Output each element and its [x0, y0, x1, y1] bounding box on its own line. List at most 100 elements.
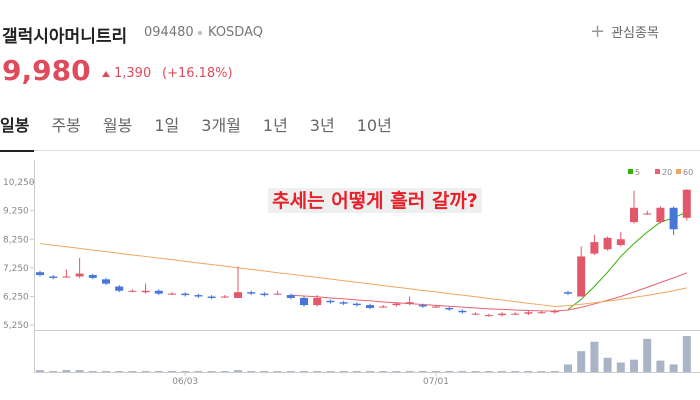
- candle-body: [392, 303, 401, 306]
- watch-label: 관심종목: [611, 26, 659, 41]
- candle-body: [379, 306, 388, 308]
- legend-swatch: [655, 169, 660, 174]
- volume-bar: [326, 371, 335, 372]
- candle-body: [75, 273, 84, 277]
- volume-bar: [445, 371, 454, 372]
- volume-bar: [550, 371, 559, 372]
- volume-bar: [603, 357, 612, 372]
- price-change-pct: (+16.18%): [162, 66, 233, 81]
- period-tab[interactable]: 월봉: [102, 116, 133, 135]
- candle-body: [471, 313, 480, 315]
- period-tab[interactable]: 3년: [309, 116, 335, 135]
- candle-body: [352, 303, 361, 306]
- candle-body: [286, 295, 295, 298]
- candle-body: [366, 305, 374, 308]
- candle-body: [62, 276, 71, 278]
- volume-bar: [339, 371, 348, 372]
- volume-bar: [379, 371, 388, 372]
- volume-bar: [247, 371, 256, 372]
- period-tab[interactable]: 일봉: [0, 116, 30, 135]
- candle-body: [220, 296, 229, 298]
- candle-body: [616, 239, 625, 245]
- volume-bar: [682, 336, 691, 372]
- volume-bar: [524, 371, 533, 372]
- separator-dot: [198, 31, 202, 35]
- volume-bar: [36, 370, 44, 372]
- candle-body: [260, 293, 269, 296]
- stock-name: 갤럭시아머니트리: [2, 27, 128, 47]
- y-tick-label: 5,250: [3, 321, 29, 331]
- volume-bar: [313, 371, 322, 372]
- candle-body: [484, 315, 493, 317]
- volume-bar: [511, 371, 520, 372]
- volume-bar: [458, 371, 467, 372]
- volume-bar: [220, 371, 229, 372]
- volume-bar: [115, 371, 124, 372]
- period-tab[interactable]: 3개월: [201, 116, 241, 135]
- candle-body: [590, 242, 599, 254]
- candle-body: [88, 275, 97, 278]
- period-tabs: 일봉 주봉 월봉 1일 3개월 1년 3년 10년: [0, 112, 414, 136]
- volume-bar: [630, 359, 638, 372]
- legend-label: 20: [662, 168, 672, 177]
- volume-bar: [75, 370, 84, 372]
- volume-bar: [484, 371, 493, 372]
- candle-body: [181, 293, 190, 296]
- candle-body: [511, 313, 520, 315]
- volume-bar: [49, 371, 58, 372]
- candle-body: [194, 295, 203, 297]
- candle-body: [247, 292, 256, 294]
- volume-bar: [405, 371, 414, 372]
- candle-body: [273, 293, 282, 295]
- candle-body: [339, 302, 348, 304]
- candle-body: [326, 300, 335, 303]
- volume-bar: [590, 341, 599, 372]
- legend-label: 60: [683, 168, 693, 177]
- candle-body: [102, 279, 110, 284]
- candle-body: [313, 297, 322, 306]
- watch-button[interactable]: + 관심종목: [590, 22, 659, 41]
- period-tab[interactable]: 10년: [356, 116, 392, 135]
- volume-bar: [577, 351, 586, 372]
- volume-bar: [88, 371, 97, 372]
- period-tab[interactable]: 1년: [262, 116, 288, 135]
- y-tick-label: 8,250: [3, 235, 29, 245]
- candle-body: [682, 189, 691, 218]
- stock-code: 094480: [144, 25, 194, 40]
- candle-body: [603, 237, 612, 250]
- volume-bar: [273, 371, 282, 372]
- candle-body: [564, 292, 572, 294]
- volume-bar: [194, 371, 203, 372]
- candle-body: [405, 302, 414, 304]
- period-tab[interactable]: 1일: [154, 116, 180, 135]
- volume-bar: [656, 360, 665, 372]
- x-tick-label: 07/01: [423, 377, 449, 387]
- candle-body: [537, 312, 546, 314]
- y-tick-label: 7,250: [3, 264, 29, 274]
- volume-bar: [537, 371, 546, 372]
- annotation-text: 추세는 어떻게 흘러 갈까?: [272, 189, 478, 212]
- volume-bar: [418, 371, 427, 372]
- up-arrow: [102, 71, 110, 77]
- volume-bar: [300, 371, 308, 372]
- x-tick-label: 06/03: [172, 377, 198, 387]
- volume-bar: [154, 371, 163, 372]
- ma-line: [39, 243, 687, 308]
- candle-body: [656, 207, 665, 223]
- y-tick-label: 10,250: [3, 178, 35, 188]
- period-tab[interactable]: 주봉: [51, 116, 81, 135]
- candle-body: [550, 310, 559, 313]
- volume-bar: [616, 362, 625, 372]
- candle-body: [207, 296, 216, 298]
- candle-body: [643, 213, 652, 215]
- volume-bar: [260, 371, 269, 372]
- candle-body: [432, 306, 440, 308]
- candle-body: [524, 312, 533, 314]
- volume-bar: [207, 371, 216, 372]
- annotation: 추세는 어떻게 흘러 갈까?: [268, 188, 482, 213]
- volume-bar: [128, 371, 137, 372]
- volume-bar: [168, 371, 176, 372]
- candle-body: [154, 290, 163, 294]
- candle-body: [669, 207, 678, 230]
- chart: 5,250 6,250 7,250 8,250 9,250 10,250 06/03 07/0…: [0, 150, 700, 387]
